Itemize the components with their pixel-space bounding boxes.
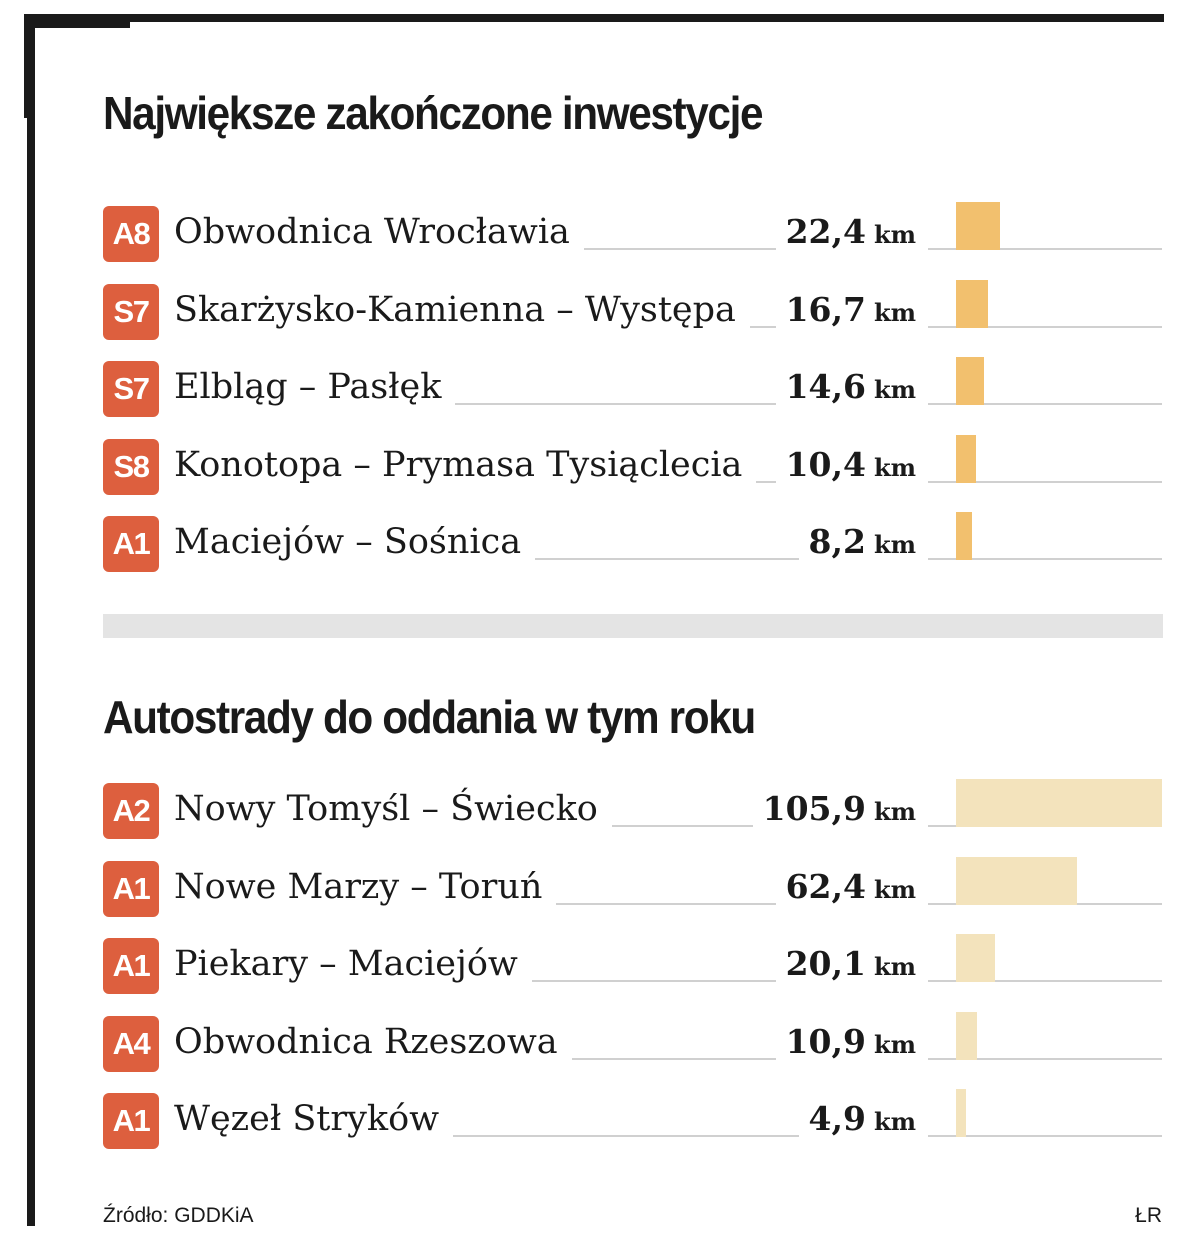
length-bar: [956, 1089, 966, 1137]
length-bar: [956, 1011, 978, 1060]
frame-corner: [24, 14, 130, 28]
author-credit: ŁR: [1135, 1204, 1162, 1227]
road-number-badge: S8: [103, 438, 159, 495]
road-number-badge: A2: [103, 783, 159, 839]
road-number-badge: A1: [103, 1093, 159, 1149]
completed-row: A8 Obwodnica Wrocławia 22,4 km: [0, 196, 1200, 274]
length-bar: [956, 434, 977, 483]
length-value-label: 20,1 km: [775, 942, 928, 989]
length-unit: km: [873, 220, 916, 249]
length-number: 62,4: [785, 866, 866, 906]
planned-row: A2 Nowy Tomyśl – Świecko 105,9 km: [0, 773, 1200, 851]
road-number-badge: S7: [103, 361, 159, 417]
length-bar: [956, 279, 989, 328]
route-label: Konotopa – Prymasa Tysiąclecia: [174, 442, 757, 487]
length-bar: [956, 202, 1000, 250]
leader-line: [174, 825, 1162, 827]
route-label: Elbląg – Pasłęk: [174, 365, 456, 409]
frame-top-rule: [24, 14, 1164, 22]
length-unit: km: [873, 1107, 916, 1136]
completed-row: S8 Konotopa – Prymasa Tysiąclecia 10,4 km: [0, 429, 1200, 507]
leader-line: [174, 980, 1162, 982]
length-unit: km: [873, 874, 916, 904]
route-label: Piekary – Maciejów: [174, 942, 532, 986]
length-unit: km: [873, 452, 916, 482]
length-value-label: 4,9 km: [798, 1097, 928, 1144]
length-value-label: 14,6 km: [775, 365, 928, 412]
leader-line: [174, 558, 1162, 560]
length-unit: km: [873, 375, 916, 404]
length-number: 16,7: [785, 289, 866, 329]
length-unit: km: [873, 797, 916, 826]
length-bar: [956, 934, 996, 982]
completed-row: S7 Elbląg – Pasłęk 14,6 km: [0, 351, 1200, 429]
length-number: 8,2: [808, 522, 866, 561]
route-label: Obwodnica Rzeszowa: [174, 1019, 572, 1064]
section-divider: [103, 614, 1163, 638]
planned-row: A1 Węzeł Stryków 4,9 km: [0, 1083, 1200, 1161]
length-value-label: 105,9 km: [752, 787, 928, 834]
chart-title-planned: Autostrady do oddania w tym roku: [103, 691, 756, 743]
route-label: Maciejów – Sośnica: [174, 520, 536, 564]
road-number-badge: A8: [103, 206, 159, 262]
length-bar: [956, 512, 972, 560]
chart-title-completed: Największe zakończone inwestycje: [103, 87, 764, 139]
road-number-badge: S7: [103, 283, 159, 340]
length-bar: [956, 856, 1078, 905]
road-number-badge: A1: [103, 938, 159, 994]
length-value-label: 62,4 km: [775, 864, 928, 912]
leader-line: [174, 248, 1162, 250]
length-value-label: 16,7 km: [775, 287, 928, 335]
leader-line: [174, 902, 1162, 905]
completed-row: S7 Skarżysko-Kamienna – Występa 16,7 km: [0, 274, 1200, 352]
length-unit: km: [873, 1029, 916, 1059]
length-bar: [956, 357, 985, 405]
length-bar: [956, 779, 1162, 827]
length-value-label: 10,4 km: [775, 442, 928, 490]
leader-line: [174, 1057, 1162, 1060]
route-label: Nowe Marzy – Toruń: [174, 864, 557, 909]
length-number: 10,9: [785, 1021, 866, 1061]
length-number: 4,9: [808, 1099, 866, 1138]
route-label: Obwodnica Wrocławia: [174, 210, 584, 254]
road-number-badge: A1: [103, 516, 159, 572]
length-number: 14,6: [785, 367, 866, 406]
leader-line: [174, 403, 1162, 405]
source-note: Źródło: GDDKiA: [103, 1204, 254, 1227]
length-value-label: 10,9 km: [775, 1019, 928, 1067]
route-label: Skarżysko-Kamienna – Występa: [174, 287, 750, 332]
road-number-badge: A4: [103, 1015, 159, 1072]
length-number: 105,9: [762, 789, 866, 828]
planned-row: A1 Piekary – Maciejów 20,1 km: [0, 928, 1200, 1006]
length-number: 10,4: [785, 444, 866, 484]
length-value-label: 8,2 km: [798, 520, 928, 567]
planned-row: A1 Nowe Marzy – Toruń 62,4 km: [0, 851, 1200, 929]
length-value-label: 22,4 km: [775, 210, 928, 257]
frame-left-rule: [27, 14, 35, 1226]
length-unit: km: [873, 952, 916, 981]
leader-line: [174, 1135, 1162, 1137]
length-number: 20,1: [785, 944, 866, 983]
road-number-badge: A1: [103, 860, 159, 917]
route-label: Nowy Tomyśl – Świecko: [174, 787, 612, 831]
completed-row: A1 Maciejów – Sośnica 8,2 km: [0, 506, 1200, 584]
route-label: Węzeł Stryków: [174, 1097, 454, 1141]
length-number: 22,4: [785, 212, 866, 251]
length-unit: km: [873, 297, 916, 327]
planned-row: A4 Obwodnica Rzeszowa 10,9 km: [0, 1006, 1200, 1084]
length-unit: km: [873, 530, 916, 559]
